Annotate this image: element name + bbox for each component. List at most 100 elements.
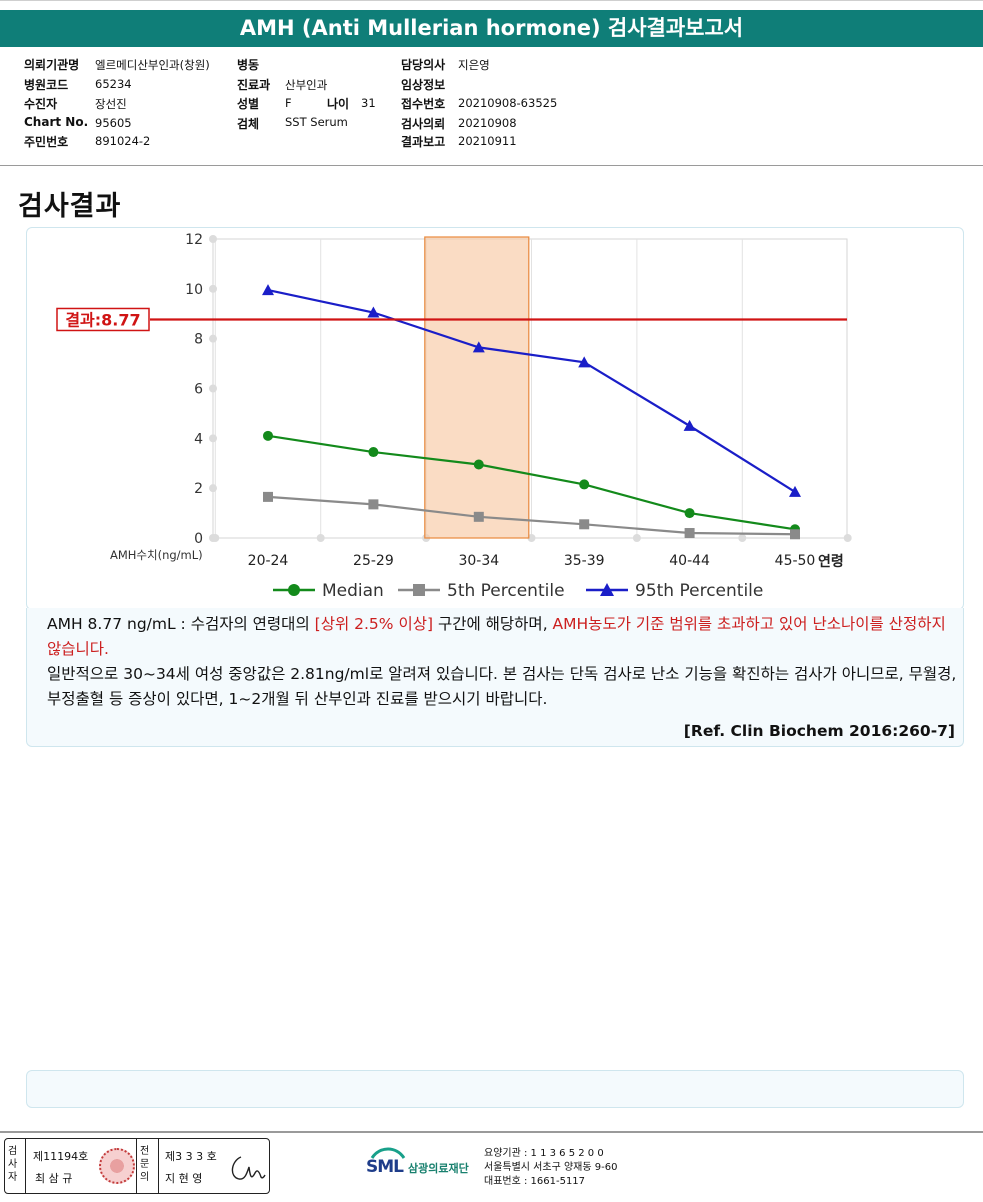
data-point <box>790 529 800 540</box>
info-value: 지은영 <box>458 58 490 72</box>
inspector-label: 검사자 <box>8 1146 18 1183</box>
seal-stamp <box>99 1148 135 1184</box>
sml-logo-text: SML <box>366 1157 404 1177</box>
result-text-c: 구간에 해당하며, <box>433 615 553 633</box>
age-value: 31 <box>361 96 376 110</box>
report-title: AMH (Anti Mullerian hormone) 검사결과보고서 <box>0 10 983 47</box>
footer-line-1: 요양기관 : 1 1 3 6 5 2 0 0 <box>484 1148 604 1159</box>
age-label: 나이 <box>327 97 350 111</box>
amh-chart: 0 2 4 6 8 10 12 AMH수치(ng/mL) 20-24 25-29 30-34 35-… <box>56 232 852 601</box>
data-point <box>413 584 425 596</box>
info-label: 수진자 <box>24 97 58 111</box>
result-text-warning: AMH농도가 기준 범위를 초과하고 있어 난소나이를 산정하지 않습니다. <box>47 615 946 658</box>
axis-dot <box>632 534 641 542</box>
info-label: 담당의사 <box>401 58 446 72</box>
sign-divider <box>158 1139 159 1193</box>
axis-dot <box>843 534 852 542</box>
info-value: F <box>285 96 292 110</box>
info-label: 진료과 <box>237 78 271 92</box>
data-point <box>578 356 591 368</box>
x-tick-label: 35-39 <box>564 553 605 569</box>
info-label: Chart No. <box>24 115 89 129</box>
info-label: 주민번호 <box>24 135 69 149</box>
data-point <box>684 528 695 539</box>
info-label: 접수번호 <box>401 97 446 111</box>
info-label: 병원코드 <box>24 78 69 92</box>
y-tick-label: 4 <box>194 431 203 447</box>
org-name: 삼광의료재단 <box>408 1162 469 1175</box>
sign-divider <box>25 1139 26 1193</box>
x-axis-label: 연령 <box>818 554 844 570</box>
result-text-a: AMH 8.77 ng/mL : 수검자의 연령대의 <box>47 615 315 633</box>
series-line <box>267 434 796 531</box>
signature-box: 검사자 제11194호 최 삼 규 전문의 제3 3 3 호 지 현 영 <box>4 1138 270 1194</box>
info-label: 임상정보 <box>401 78 446 92</box>
info-label: 병동 <box>237 58 260 72</box>
data-point <box>472 341 485 353</box>
specialist-label: 전문의 <box>140 1146 150 1183</box>
legend-label: 5th Percentile <box>447 581 565 601</box>
info-label: 의뢰기관명 <box>24 58 80 72</box>
reference: [Ref. Clin Biochem 2016:260-7] <box>683 722 955 740</box>
info-value: 20210908-63525 <box>458 96 558 110</box>
y-tick-label: 12 <box>185 232 203 248</box>
result-paragraph-2: 일반적으로 30~34세 여성 중앙값은 2.81ng/ml로 알려져 있습니다… <box>47 665 957 708</box>
sign-divider <box>136 1139 137 1193</box>
info-value: 95605 <box>95 116 132 130</box>
section-title: 검사결과 <box>18 191 122 222</box>
highlight-band <box>424 236 530 539</box>
data-point <box>684 508 695 519</box>
footer-line-2: 서울특별시 서초구 양재동 9-60 <box>484 1162 618 1173</box>
info-value: 65234 <box>95 77 132 91</box>
axis-dot <box>527 534 536 542</box>
footer-info: 요양기관 : 1 1 3 6 5 2 0 0 서울특별시 서초구 양재동 9-6… <box>484 1147 617 1189</box>
y-tick-label: 10 <box>185 282 203 298</box>
info-value: 산부인과 <box>285 78 328 92</box>
x-tick-label: 45-50 <box>775 553 816 569</box>
data-point <box>288 584 300 596</box>
axis-dot <box>211 534 220 542</box>
data-point <box>600 583 614 596</box>
info-label: 검체 <box>237 117 260 131</box>
axis-dot <box>209 484 217 493</box>
data-point <box>262 284 274 296</box>
y-tick-label: 8 <box>194 332 203 348</box>
legend-label: Median <box>322 581 384 601</box>
x-tick-label: 40-44 <box>669 553 710 569</box>
y-tick-label: 6 <box>194 382 203 398</box>
info-value: SST Serum <box>285 115 348 129</box>
specialist-name: 지 현 영 <box>165 1172 203 1185</box>
data-point <box>683 419 696 431</box>
data-point <box>579 479 590 490</box>
signature-scribble <box>231 1156 266 1180</box>
data-point <box>368 499 379 510</box>
result-text-panel: AMH 8.77 ng/mL : 수검자의 연령대의 [상위 2.5% 이상] … <box>26 608 964 747</box>
data-point <box>473 459 484 470</box>
x-tick-label: 20-24 <box>248 553 289 569</box>
x-tick-label: 30-34 <box>458 553 499 569</box>
axis-dot <box>209 334 217 343</box>
top-border <box>0 0 983 5</box>
axis-dot <box>209 384 217 393</box>
y-tick-label: 0 <box>194 531 203 547</box>
footer-line-3: 대표번호 : 1661-5117 <box>484 1176 586 1187</box>
info-value: 장선진 <box>95 97 127 111</box>
info-value: 엘르메디산부인과(창원) <box>95 58 210 72</box>
inspector-name: 최 삼 규 <box>35 1172 73 1185</box>
axis-dot <box>738 534 747 542</box>
series-line <box>267 289 796 493</box>
inspector-number: 제11194호 <box>33 1150 89 1163</box>
y-tick-label: 2 <box>194 481 203 497</box>
plot-area <box>212 238 848 539</box>
patient-info: 의뢰기관명 엘르메디산부인과(창원) 병원코드 65234 수진자 장선진 Ch… <box>0 47 983 166</box>
data-point <box>473 511 484 522</box>
sml-logo: SML <box>366 1144 410 1186</box>
x-tick-label: 25-29 <box>353 553 394 569</box>
axis-dot <box>209 284 217 293</box>
specialist-number: 제3 3 3 호 <box>165 1150 217 1163</box>
result-text-highlight: [상위 2.5% 이상] <box>314 615 434 633</box>
y-axis-label: AMH수치(ng/mL) <box>110 548 203 562</box>
info-value: 20210911 <box>458 134 517 148</box>
axis-dot <box>316 534 325 542</box>
info-label: 결과보고 <box>401 135 446 149</box>
